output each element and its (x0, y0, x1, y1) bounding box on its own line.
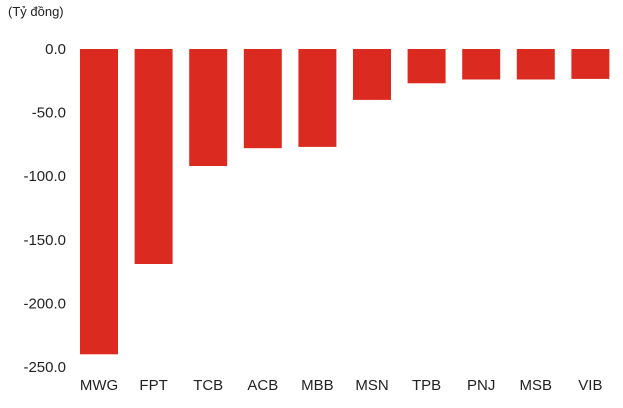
x-tick-label: MSB (520, 377, 553, 394)
x-tick-label: PNJ (467, 377, 495, 394)
bar-msn (353, 49, 391, 100)
bar-acb (243, 49, 282, 149)
x-tick-label: MWG (80, 377, 118, 394)
bar-pnj (462, 49, 501, 80)
y-tick-label: -250.0 (23, 359, 66, 376)
x-axis: MWG FPT TCB ACB MBB MSN TPB PNJ MSB VIB (80, 377, 603, 394)
bar-tcb (189, 49, 228, 166)
unit-label: (Tỷ đồng) (8, 4, 64, 19)
x-tick-label: FPT (139, 377, 167, 394)
bar-msb (516, 49, 555, 80)
y-tick-label: -200.0 (23, 295, 66, 312)
y-tick-label: -50.0 (32, 105, 66, 122)
bar-tpb (407, 49, 446, 84)
y-axis: 0.0 -50.0 -100.0 -150.0 -200.0 -250.0 (23, 41, 66, 376)
bar-fpt (134, 49, 173, 264)
x-tick-label: MBB (301, 377, 334, 394)
x-tick-label: TPB (412, 377, 441, 394)
y-tick-label: -150.0 (23, 232, 66, 249)
bar-mwg (80, 49, 118, 355)
x-tick-label: VIB (578, 377, 602, 394)
x-tick-label: MSN (355, 377, 388, 394)
bars (80, 49, 610, 355)
y-tick-label: -100.0 (23, 168, 66, 185)
x-tick-label: TCB (193, 377, 223, 394)
y-tick-label: 0.0 (45, 41, 66, 58)
bar-vib (571, 49, 610, 79)
bar-mbb (298, 49, 337, 147)
x-tick-label: ACB (247, 377, 278, 394)
